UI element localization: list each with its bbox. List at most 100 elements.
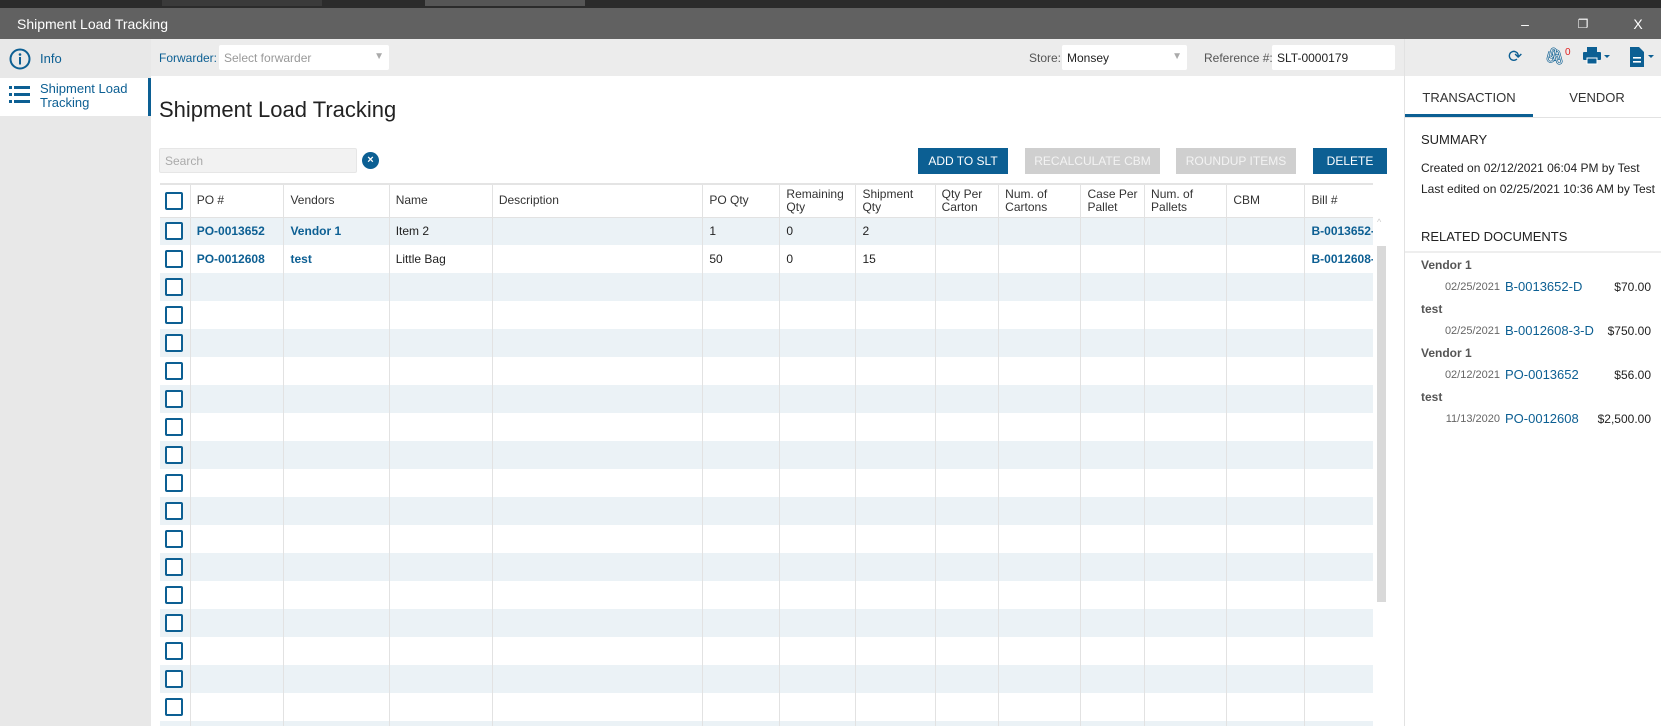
column-header[interactable]: PO Qty <box>702 185 781 218</box>
row-checkbox[interactable] <box>165 334 183 352</box>
table-row[interactable] <box>160 273 1373 301</box>
tab-transaction[interactable]: TRANSACTION <box>1405 83 1533 117</box>
table-row[interactable] <box>160 581 1373 609</box>
table-row[interactable] <box>160 301 1373 329</box>
table-row[interactable] <box>160 329 1373 357</box>
row-checkbox[interactable] <box>165 390 183 408</box>
row-checkbox[interactable] <box>165 250 183 268</box>
sidebar-item-info[interactable]: Info <box>0 39 151 78</box>
grid-scrollbar[interactable]: ^ <box>1377 215 1386 726</box>
printer-icon[interactable] <box>1583 47 1611 70</box>
forwarder-placeholder: Select forwarder <box>224 51 312 65</box>
row-checkbox[interactable] <box>165 418 183 436</box>
row-checkbox[interactable] <box>165 586 183 604</box>
column-header[interactable]: Num. of Cartons <box>998 185 1082 218</box>
table-cell <box>1080 721 1146 726</box>
row-checkbox[interactable] <box>165 614 183 632</box>
table-row[interactable] <box>160 721 1373 726</box>
table-cell <box>389 497 493 525</box>
paperclip-icon[interactable]: 🖇 <box>1544 47 1566 66</box>
select-all-checkbox[interactable] <box>165 191 183 210</box>
table-cell <box>492 245 704 273</box>
row-checkbox[interactable] <box>165 278 183 296</box>
row-checkbox[interactable] <box>165 698 183 716</box>
related-document-link[interactable]: B-0013652-D <box>1505 279 1583 294</box>
column-header[interactable]: Num. of Pallets <box>1144 185 1228 218</box>
table-cell <box>935 217 1000 245</box>
restore-button[interactable]: ❐ <box>1577 17 1589 31</box>
table-row[interactable] <box>160 637 1373 665</box>
table-cell <box>283 609 390 637</box>
minimize-button[interactable]: – <box>1521 16 1529 32</box>
table-cell <box>702 273 781 301</box>
document-icon[interactable] <box>1630 47 1658 72</box>
row-checkbox[interactable] <box>165 222 183 241</box>
row-checkbox[interactable] <box>165 474 183 492</box>
related-document-link[interactable]: PO-0012608 <box>1505 411 1579 426</box>
table-cell <box>389 581 493 609</box>
row-checkbox[interactable] <box>165 362 183 380</box>
row-checkbox[interactable] <box>165 642 183 660</box>
related-vendor: test <box>1421 302 1443 316</box>
tab-vendor[interactable]: VENDOR <box>1569 90 1625 105</box>
edited-info: Last edited on 02/25/2021 10:36 AM by Te… <box>1421 182 1655 196</box>
row-checkbox[interactable] <box>165 306 183 324</box>
column-header[interactable]: PO # <box>190 185 285 218</box>
table-row[interactable] <box>160 385 1373 413</box>
related-document-link[interactable]: B-0012608-3-D <box>1505 323 1594 338</box>
table-cell <box>855 469 936 497</box>
row-checkbox[interactable] <box>165 558 183 576</box>
row-checkbox[interactable] <box>165 670 183 688</box>
refresh-icon[interactable]: ⟳ <box>1508 47 1523 66</box>
roundup-items-button[interactable]: ROUNDUP ITEMS <box>1176 148 1296 174</box>
column-header[interactable]: Bill # <box>1304 185 1373 218</box>
reference-input[interactable]: SLT-0000179 <box>1272 45 1395 70</box>
table-cell[interactable]: B-0012608-3-D <box>1304 245 1373 273</box>
table-cell[interactable]: B-0013652-D <box>1304 217 1373 245</box>
table-row[interactable] <box>160 357 1373 385</box>
table-cell <box>998 357 1082 385</box>
sidebar-item-shipment-load-tracking[interactable]: Shipment Load Tracking <box>0 78 151 116</box>
column-header[interactable]: Case Per Pallet <box>1080 185 1146 218</box>
table-row[interactable] <box>160 413 1373 441</box>
recalculate-cbm-button[interactable]: RECALCULATE CBM <box>1025 148 1160 174</box>
related-document-link[interactable]: PO-0013652 <box>1505 367 1579 382</box>
forwarder-select[interactable]: Select forwarder ▼ <box>219 45 389 70</box>
column-header[interactable]: Name <box>389 185 493 218</box>
column-header[interactable]: CBM <box>1226 185 1306 218</box>
scroll-up-icon[interactable]: ^ <box>1377 217 1382 227</box>
table-cell <box>1226 301 1306 329</box>
table-row[interactable] <box>160 525 1373 553</box>
table-cell[interactable]: PO-0012608 <box>190 245 285 273</box>
table-cell[interactable]: PO-0013652 <box>190 217 285 245</box>
summary-title: SUMMARY <box>1421 132 1488 147</box>
table-cell[interactable]: test <box>283 245 390 273</box>
row-checkbox[interactable] <box>165 530 183 548</box>
scrollbar-thumb[interactable] <box>1377 246 1386 602</box>
add-to-slt-button[interactable]: ADD TO SLT <box>918 148 1008 174</box>
table-row[interactable] <box>160 665 1373 693</box>
table-cell <box>492 553 704 581</box>
close-button[interactable]: X <box>1633 16 1643 32</box>
table-row[interactable] <box>160 553 1373 581</box>
table-row[interactable] <box>160 609 1373 637</box>
delete-button[interactable]: DELETE <box>1313 148 1387 174</box>
row-checkbox[interactable] <box>165 502 183 520</box>
column-header[interactable]: Qty Per Carton <box>935 185 1000 218</box>
column-header[interactable]: Remaining Qty <box>779 185 857 218</box>
table-row[interactable] <box>160 693 1373 721</box>
store-select[interactable]: Monsey ▼ <box>1062 45 1187 70</box>
table-row[interactable] <box>160 469 1373 497</box>
table-row[interactable] <box>160 441 1373 469</box>
clear-search-icon[interactable]: × <box>362 152 379 169</box>
table-cell[interactable]: Vendor 1 <box>283 217 390 245</box>
column-header[interactable]: Description <box>492 185 704 218</box>
column-header[interactable]: Vendors <box>283 185 390 218</box>
search-input[interactable]: Search <box>159 148 357 173</box>
row-select <box>160 469 191 497</box>
table-row[interactable] <box>160 497 1373 525</box>
row-checkbox[interactable] <box>165 446 183 464</box>
column-header[interactable]: Shipment Qty <box>855 185 936 218</box>
